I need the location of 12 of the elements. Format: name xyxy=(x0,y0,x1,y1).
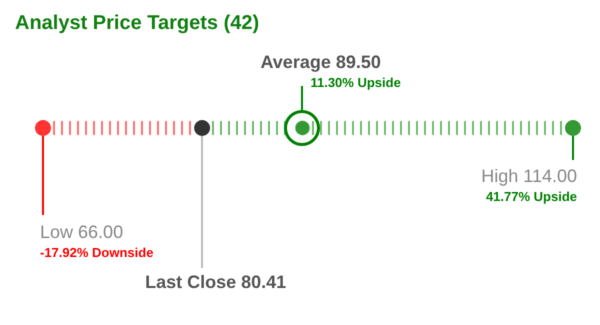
category-label: Average xyxy=(260,52,332,72)
text: Analyst Price Targets (42) xyxy=(15,12,260,34)
text: -17.92% Downside xyxy=(40,245,154,260)
category-label: Last Close xyxy=(145,272,238,292)
category-label: High xyxy=(481,166,520,186)
text: 41.77% Upside xyxy=(486,189,577,204)
text: 11.30% Upside xyxy=(310,75,401,90)
data-label: 80.41 xyxy=(241,272,286,292)
data-label: 114.00 xyxy=(523,166,577,186)
data-label: 66.00 xyxy=(78,222,124,242)
category-label: Low xyxy=(40,222,74,242)
data-label: 89.50 xyxy=(336,52,381,72)
